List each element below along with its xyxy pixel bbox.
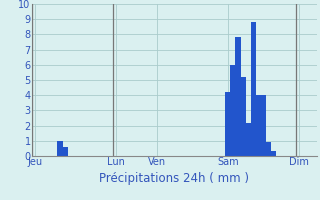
- Bar: [230, 65, 236, 156]
- Bar: [57, 141, 62, 156]
- Bar: [225, 92, 230, 156]
- Bar: [241, 77, 246, 156]
- Bar: [271, 151, 276, 156]
- Bar: [251, 22, 256, 156]
- Bar: [261, 95, 266, 156]
- Bar: [62, 147, 68, 156]
- X-axis label: Précipitations 24h ( mm ): Précipitations 24h ( mm ): [100, 172, 249, 185]
- Bar: [236, 37, 241, 156]
- Bar: [246, 123, 251, 156]
- Bar: [266, 142, 271, 156]
- Bar: [256, 95, 261, 156]
